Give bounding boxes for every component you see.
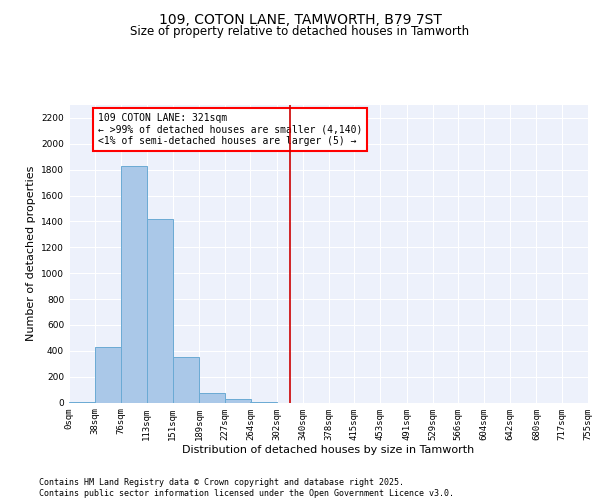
Text: Contains HM Land Registry data © Crown copyright and database right 2025.
Contai: Contains HM Land Registry data © Crown c…	[39, 478, 454, 498]
Bar	[146, 219, 173, 402]
Bar	[95, 347, 121, 403]
Text: 109 COTON LANE: 321sqm
← >99% of detached houses are smaller (4,140)
<1% of semi: 109 COTON LANE: 321sqm ← >99% of detache…	[98, 113, 362, 146]
Text: 109, COTON LANE, TAMWORTH, B79 7ST: 109, COTON LANE, TAMWORTH, B79 7ST	[158, 12, 442, 26]
Bar	[225, 400, 251, 402]
Bar	[199, 393, 225, 402]
Y-axis label: Number of detached properties: Number of detached properties	[26, 166, 35, 342]
Bar	[173, 357, 199, 403]
Text: Size of property relative to detached houses in Tamworth: Size of property relative to detached ho…	[130, 25, 470, 38]
Bar	[121, 166, 148, 402]
X-axis label: Distribution of detached houses by size in Tamworth: Distribution of detached houses by size …	[182, 445, 475, 455]
